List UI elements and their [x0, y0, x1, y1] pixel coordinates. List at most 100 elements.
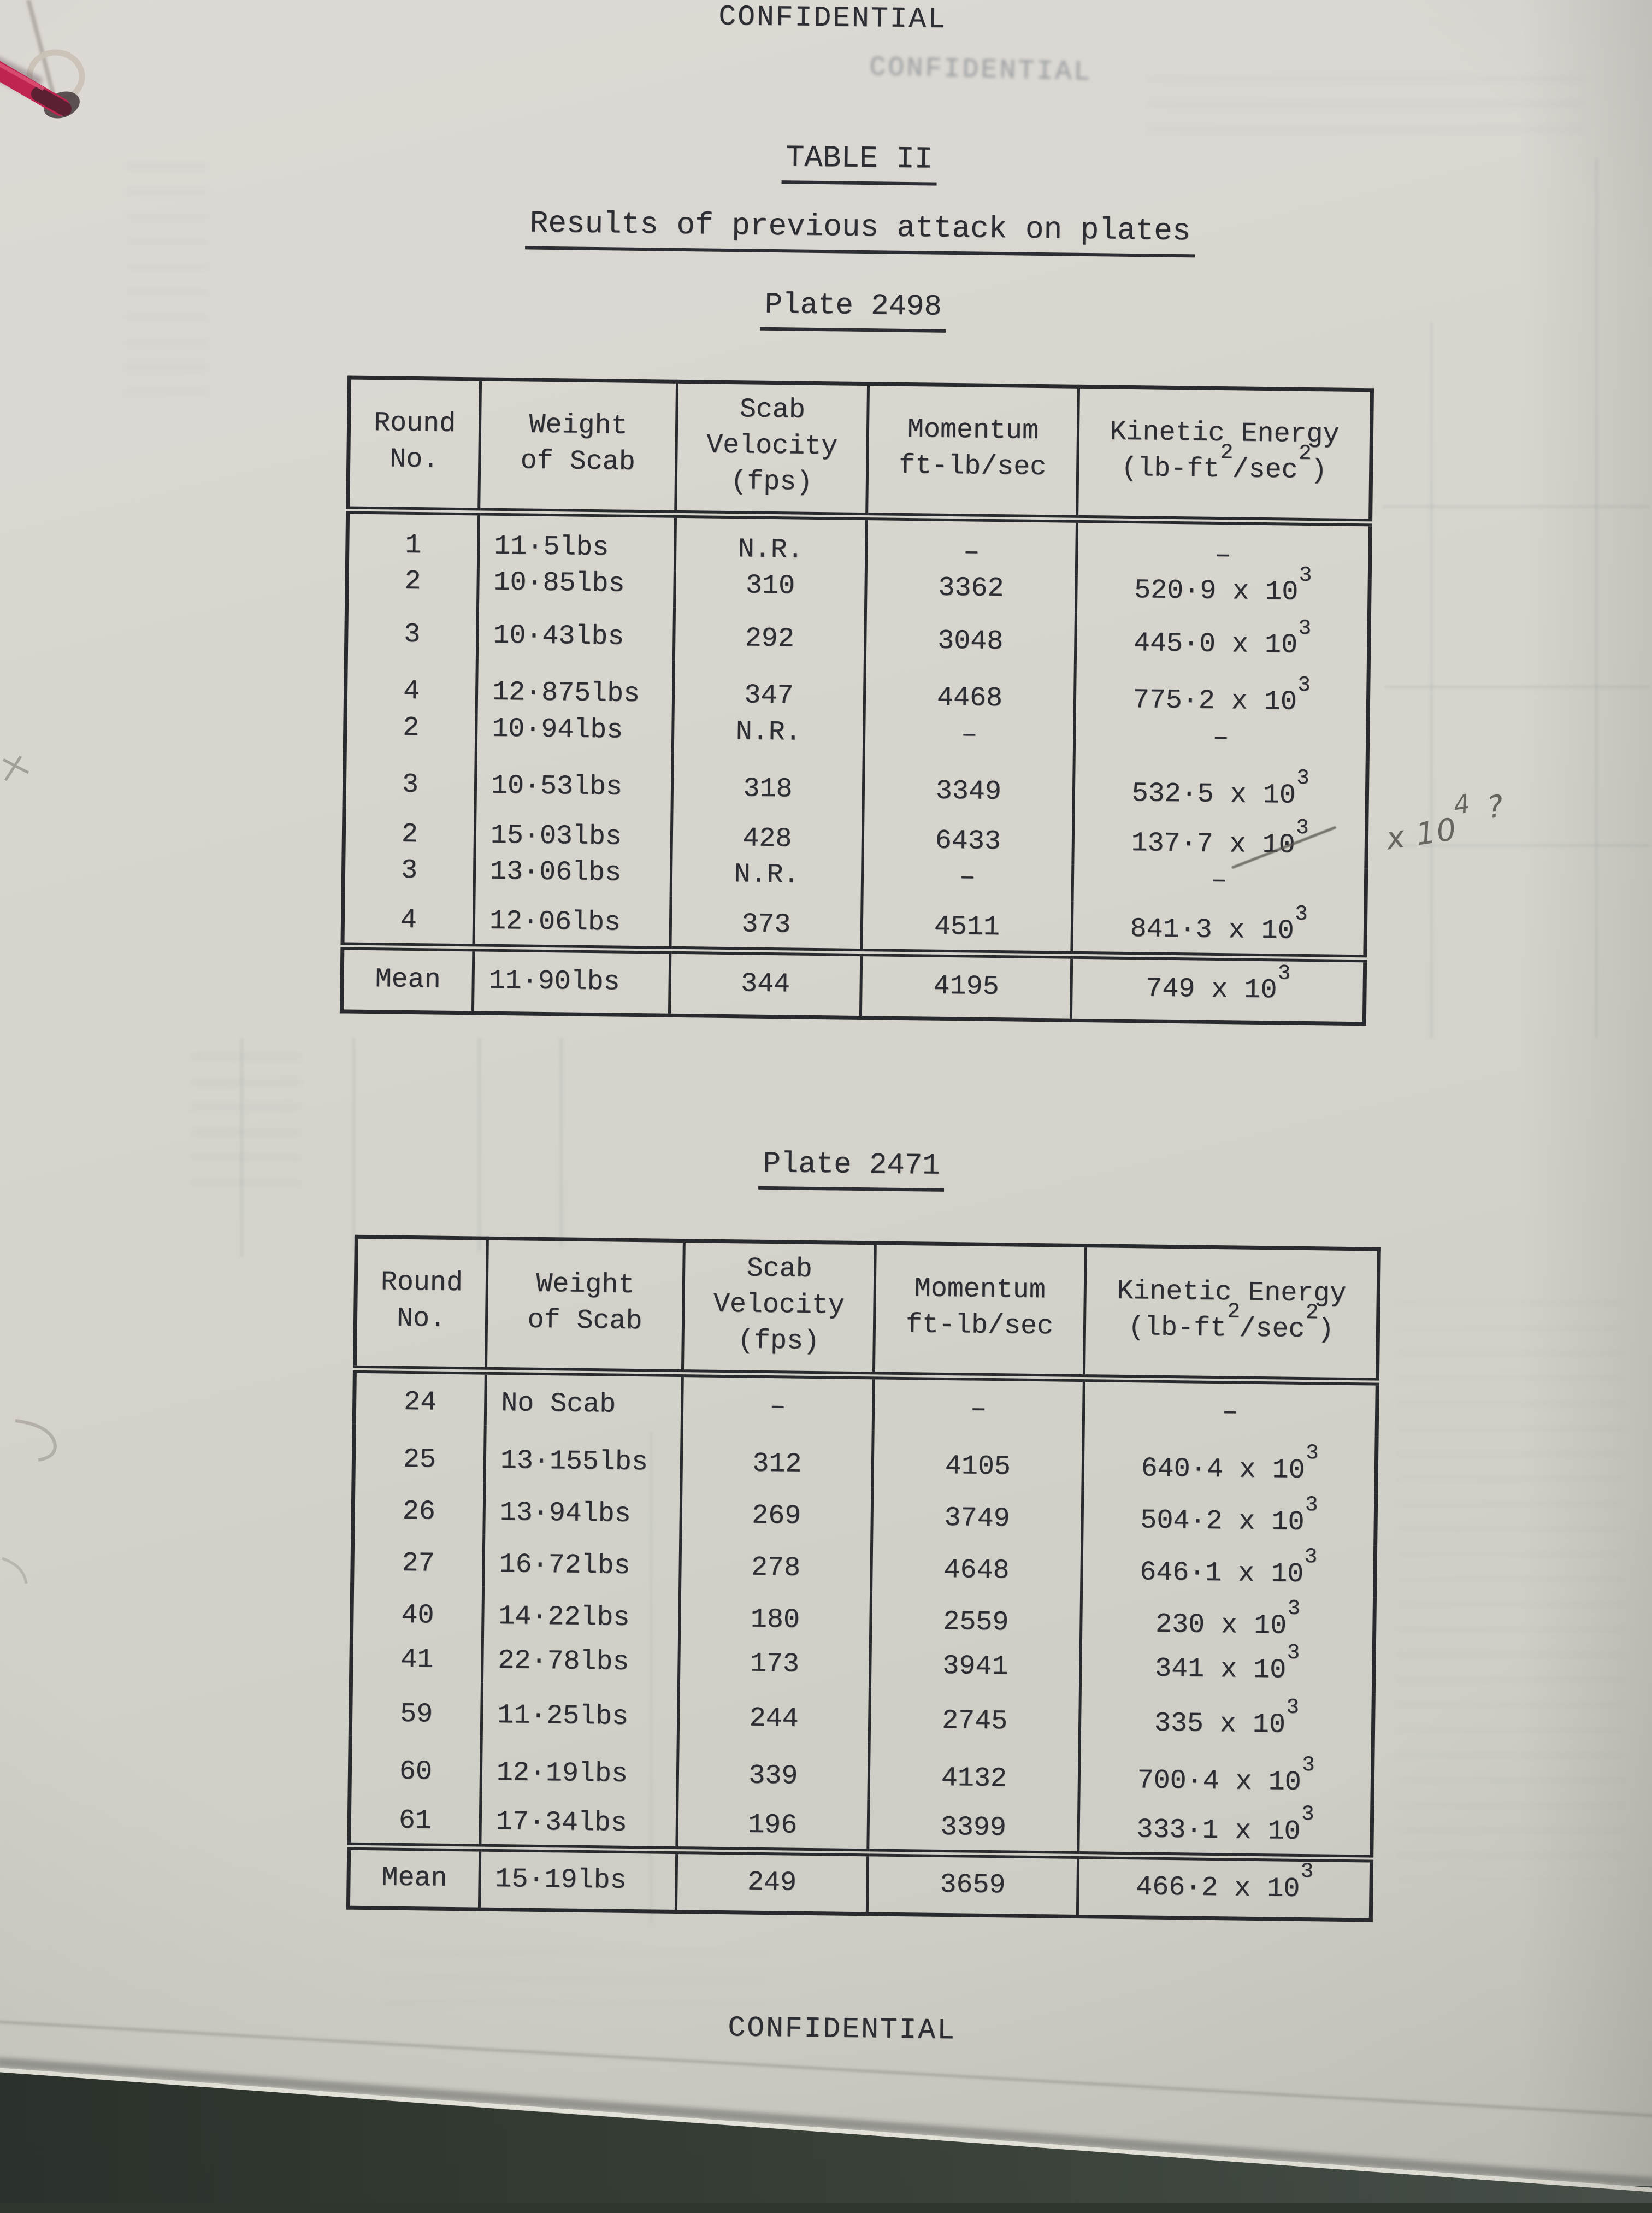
cell: 41 [351, 1637, 482, 1683]
cell: 13·155lbs [485, 1426, 682, 1485]
cell: 24 [354, 1369, 486, 1426]
cell: 61 [349, 1793, 481, 1848]
cell: 17·34lbs [480, 1795, 677, 1850]
cell: 3 [346, 603, 477, 658]
cell: – [864, 720, 1075, 758]
annotation-base: x 10 [1384, 811, 1460, 857]
classification-header: CONFIDENTIAL [2, 0, 1652, 45]
cell: 318 [672, 754, 864, 813]
cell: 841·3 x 103 [1072, 901, 1366, 958]
column-header: Kinetic Energy(lb-ft2/sec2) [1077, 386, 1372, 522]
cell: 10·43lbs [477, 605, 674, 660]
cell: 14·22lbs [482, 1587, 680, 1641]
cell: 3 [344, 749, 476, 808]
cell: – [1074, 722, 1368, 762]
cell: 10·53lbs [475, 751, 672, 810]
cell: 60 [350, 1736, 481, 1795]
cell: 373 [670, 896, 862, 952]
cell: 3941 [870, 1643, 1081, 1690]
cell: 27 [352, 1533, 484, 1587]
cell: 40 [351, 1585, 483, 1639]
cell: 2745 [869, 1687, 1080, 1745]
cell: 4468 [864, 663, 1075, 722]
cell: – [1072, 865, 1366, 905]
cell: 59 [350, 1681, 482, 1738]
cell: 292 [674, 607, 865, 662]
classification-footer: CONFIDENTIAL [0, 2000, 1630, 2055]
cell: 12·19lbs [481, 1738, 678, 1797]
cell: 13·06lbs [474, 857, 671, 896]
mean-cell: 249 [676, 1850, 868, 1914]
plate-2471-caption: Plate 2471 [0, 1135, 1641, 1200]
cell: 26 [353, 1481, 485, 1535]
annotation-query: ? [1485, 788, 1507, 826]
cell: – [1076, 519, 1370, 580]
cell: 4132 [869, 1742, 1079, 1802]
column-header: Kinetic Energy(lb-ft2/sec2) [1084, 1246, 1379, 1382]
cell: 12·06lbs [474, 894, 671, 950]
cell: 700·4 x 103 [1079, 1745, 1373, 1806]
cell: 339 [677, 1740, 869, 1799]
mean-cell: 466·2 x 103 [1077, 1855, 1371, 1920]
cell: – [862, 862, 1073, 901]
cell: N.R. [672, 717, 864, 756]
cell: 333·1 x 103 [1078, 1802, 1372, 1859]
cell: 4 [345, 656, 477, 715]
mean-cell: 15·19lbs [479, 1848, 676, 1911]
cell: – [873, 1375, 1084, 1433]
cell: 532·5 x 103 [1073, 758, 1367, 819]
cell: 4648 [871, 1539, 1082, 1594]
cell: 3399 [868, 1799, 1079, 1855]
cell: 335 x 103 [1079, 1690, 1373, 1749]
cell: N.R. [671, 860, 863, 899]
cell: 3749 [872, 1487, 1083, 1542]
cell: 16·72lbs [483, 1535, 681, 1589]
cell: 775·2 x 103 [1075, 665, 1368, 726]
cell: 2559 [870, 1591, 1081, 1646]
mean-cell: 749 x 103 [1071, 955, 1365, 1024]
annotation-exponent: 4 [1452, 788, 1473, 821]
cell: 3362 [866, 573, 1077, 612]
cell: 4 [343, 892, 474, 947]
cell: 6433 [863, 813, 1073, 865]
cell: 312 [681, 1428, 873, 1487]
margin-annotation: x 104? [1383, 798, 1509, 857]
mean-cell: 3659 [867, 1852, 1078, 1916]
cell: 11·5lbs [478, 511, 675, 570]
cell: – [682, 1373, 874, 1430]
cell: 504·2 x 103 [1082, 1490, 1376, 1546]
cell: 196 [677, 1797, 869, 1852]
cell: 22·78lbs [482, 1639, 679, 1685]
cell: 230 x 103 [1081, 1594, 1374, 1650]
cell: 137·7 x 103 [1073, 815, 1367, 869]
cell: N.R. [675, 514, 866, 573]
cell: 173 [678, 1641, 870, 1687]
cell: 3 [343, 856, 475, 893]
cell: 278 [680, 1537, 872, 1591]
mean-cell: Mean [341, 946, 473, 1013]
cell: 2 [347, 567, 479, 604]
cell: 15·03lbs [475, 808, 672, 860]
mean-cell: 344 [669, 950, 861, 1017]
ghost-confidential: CONFIDENTIAL [869, 52, 1093, 88]
cell: – [1083, 1378, 1377, 1437]
mean-cell: Mean [348, 1846, 480, 1909]
cell: 2 [344, 806, 475, 857]
cell: 2 [345, 713, 476, 751]
cell: 3048 [865, 610, 1076, 666]
plate-2498-caption: Plate 2498 [0, 276, 1651, 342]
cell: 1 [347, 510, 479, 568]
